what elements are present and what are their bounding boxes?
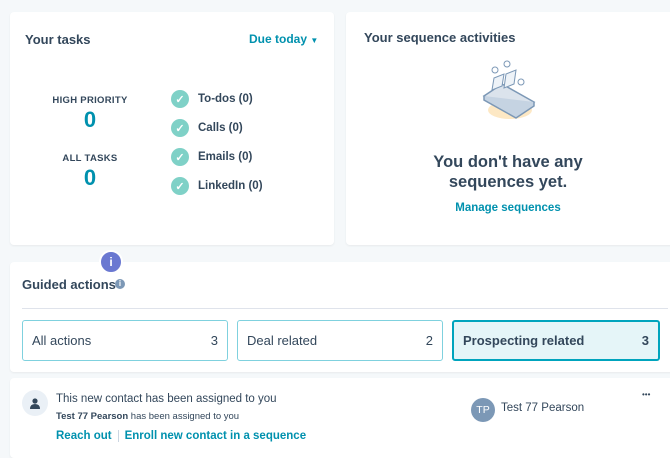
tab-deal-related[interactable]: Deal related 2 [237,320,443,361]
action-detail: has been assigned to you [128,411,240,422]
tab-label: Deal related [247,333,318,348]
info-icon[interactable]: i [115,279,125,289]
due-filter-label: Due today [249,32,308,46]
divider [22,308,668,309]
tasks-card: Your tasks Due today ▼ HIGH PRIORITY 0 A… [10,12,334,245]
check-icon: ✓ [171,148,189,166]
task-type-emails[interactable]: ✓ Emails (0) [171,148,252,166]
all-tasks-label: ALL TASKS [62,153,118,164]
sequences-title: Your sequence activities [364,30,516,45]
separator [117,430,119,442]
empty-message: You don't have any sequences yet. [433,153,583,191]
avatar: TP [471,398,495,422]
tab-prospecting-related[interactable]: Prospecting related 3 [452,320,660,361]
tab-count: 2 [425,333,433,348]
task-type-label: LinkedIn (0) [198,180,263,192]
action-title: This new contact has been assigned to yo… [56,393,277,405]
task-type-todos[interactable]: ✓ To-dos (0) [171,90,253,108]
caret-down-icon: ▼ [310,36,319,45]
check-icon: ✓ [171,177,189,195]
tab-label: All actions [32,333,92,348]
all-tasks-value[interactable]: 0 [83,165,97,190]
task-type-linkedin[interactable]: ✓ LinkedIn (0) [171,177,263,195]
high-priority-label: HIGH PRIORITY [52,95,128,106]
info-badge[interactable]: i [99,250,123,274]
check-icon: ✓ [171,119,189,137]
task-type-label: Emails (0) [198,151,253,163]
due-filter-dropdown[interactable]: Due today ▼ [249,32,318,46]
owner-name[interactable]: Test 77 Pearson [501,402,585,414]
check-icon: ✓ [171,90,189,108]
task-type-label: To-dos (0) [198,93,253,105]
conveyor-illustration-icon [482,60,536,119]
task-type-label: Calls (0) [198,122,243,134]
enroll-sequence-link[interactable]: Enroll new contact in a sequence [124,430,307,442]
manage-sequences-link[interactable]: Manage sequences [455,202,561,214]
reach-out-link[interactable]: Reach out [56,430,112,442]
tab-all-actions[interactable]: All actions 3 [22,320,228,361]
guided-actions-card: i Guided actions i All actions 3 Deal rel… [10,250,670,372]
guided-title: Guided actions [22,277,116,292]
tasks-title: Your tasks [25,32,91,47]
action-item: This new contact has been assigned to yo… [10,378,670,458]
tab-count: 3 [210,333,218,348]
tab-count: 3 [641,333,649,348]
tab-label: Prospecting related [463,333,585,348]
contact-icon [22,390,48,416]
task-type-calls[interactable]: ✓ Calls (0) [171,119,243,137]
sequences-card: Your sequence activities You don't have … [346,12,670,245]
contact-name-link[interactable]: Test 77 Pearson [56,411,129,422]
high-priority-value[interactable]: 0 [83,107,97,132]
more-options-icon[interactable]: ••• [642,390,651,399]
